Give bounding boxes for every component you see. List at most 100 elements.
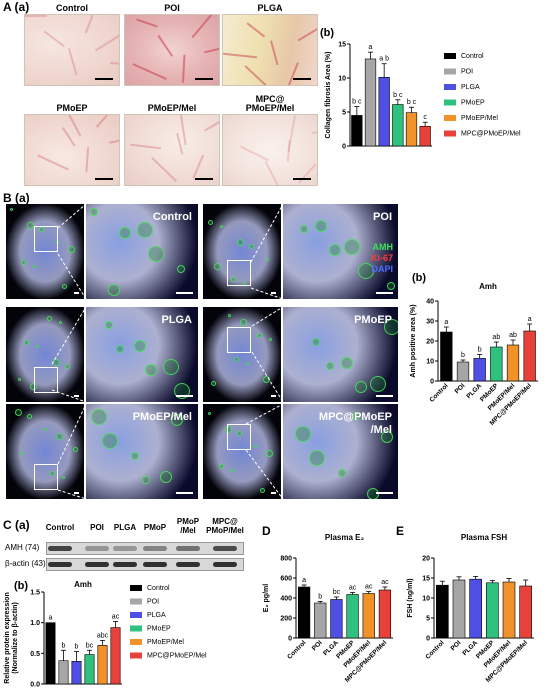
collagen-strand — [204, 44, 219, 54]
blot-row-label: β-actin (43) — [5, 559, 46, 568]
stain-label-ki67: Ki-67 — [370, 253, 393, 263]
y-tick-label: 200 — [280, 616, 292, 623]
y-axis-label: Relative protein expression — [4, 592, 11, 683]
follicle-signal — [33, 265, 36, 268]
follicle-signal — [53, 359, 60, 366]
legend-label: POI — [147, 599, 159, 606]
collagen-strand — [246, 22, 266, 38]
actin-band — [213, 562, 237, 567]
y-tick-label: 0.0 — [30, 682, 40, 689]
stain-label-amh: AMH — [372, 242, 394, 252]
bar-pmoep — [346, 594, 359, 639]
follicle-signal — [102, 433, 118, 449]
bar-pmoep-mel — [405, 112, 418, 147]
scale-bar — [74, 492, 79, 494]
follicle-signal — [381, 431, 393, 443]
histology-title: POI — [164, 3, 180, 13]
scale-bar — [176, 395, 193, 397]
actin-band — [143, 562, 167, 567]
scale-bar — [176, 492, 193, 494]
actin-band — [113, 562, 137, 567]
follicle-signal — [355, 381, 367, 393]
legend-swatch — [444, 53, 456, 59]
follicle-signal — [91, 409, 107, 425]
panel-e-label: E — [396, 524, 405, 538]
follicle-signal — [358, 263, 374, 279]
scale-bar — [176, 292, 193, 294]
legend-label: PMoEP — [461, 100, 485, 107]
bar-pmoep — [392, 104, 404, 147]
x-tick-label: Control — [424, 639, 445, 660]
follicle-signal — [208, 412, 211, 415]
scale-bar — [376, 292, 393, 294]
bar-plga — [330, 599, 343, 639]
collagen-strand — [130, 144, 161, 150]
histology-title: Control — [56, 3, 88, 13]
collagen-strand — [204, 116, 219, 132]
follicle-signal — [246, 362, 249, 365]
significance-letter: ab — [509, 332, 517, 339]
follicle-signal — [341, 357, 353, 369]
follicle-signal — [237, 239, 244, 246]
follicle-signal — [142, 476, 150, 484]
collagen-strand — [68, 48, 78, 76]
actin-band — [176, 562, 200, 567]
scale-bar — [271, 492, 276, 494]
y-axis-label: (Normalize to β-actin) — [12, 602, 19, 674]
stain-label-dapi: DAPI — [371, 264, 393, 274]
zoom-region-box — [227, 260, 251, 286]
follicle-signal — [243, 282, 246, 285]
significance-letter: c — [423, 114, 427, 121]
zoom-region-box — [34, 226, 58, 252]
x-tick-label: POI — [450, 639, 463, 652]
legend-swatch — [130, 598, 142, 605]
blot-row-label: AMH (74) — [5, 543, 40, 552]
x-tick-label: Control — [428, 382, 449, 403]
y-axis-label: E₂ pg/ml — [263, 584, 270, 612]
follicle-signal — [134, 340, 146, 352]
y-tick-label: 5 — [426, 616, 430, 623]
collagen-strand — [191, 15, 214, 39]
follicle-signal — [266, 450, 273, 457]
significance-letter: abc — [97, 632, 109, 639]
bar-mpc-pmoep-mel — [519, 585, 532, 639]
zoom-region-box — [34, 367, 58, 393]
collagen-strand — [270, 40, 279, 66]
bar-plga — [473, 358, 486, 382]
bar-control — [351, 115, 363, 147]
significance-letter: a — [302, 577, 306, 584]
follicle-signal — [44, 428, 47, 431]
follicle-signal — [249, 244, 254, 249]
follicle-signal — [131, 452, 139, 460]
significance-letter: b — [75, 643, 79, 650]
bar-pmoep-mel — [97, 645, 108, 685]
fluorescence-overview-image — [6, 307, 84, 402]
y-tick-label: 15 — [338, 42, 346, 49]
bar-control — [297, 586, 311, 639]
follicle-signal — [231, 277, 236, 282]
follicle-signal — [21, 452, 24, 455]
significance-letter: bc — [86, 642, 94, 649]
legend-label: Control — [147, 585, 170, 592]
amh-blot-strip — [46, 542, 244, 555]
group-label: PLGA — [161, 314, 192, 326]
y-axis-label: Amh positive area (%) — [410, 304, 417, 377]
scale-bar — [376, 395, 393, 397]
bar-mpc-pmoep-mel — [378, 589, 392, 639]
collagen-strand — [132, 63, 167, 80]
follicle-signal — [137, 222, 153, 238]
histology-image: PMoEP/Mel — [124, 104, 220, 186]
follicle-signal — [370, 376, 386, 392]
follicle-signal — [352, 412, 360, 420]
follicle-signal — [73, 447, 78, 452]
zoom-region-box — [227, 327, 251, 353]
collagen-strand — [110, 62, 119, 68]
fluorescence-zoom-image: PLGA — [86, 307, 198, 402]
collagen-strand — [95, 32, 119, 52]
follicle-signal — [68, 246, 75, 253]
significance-letter: b — [318, 594, 322, 601]
follicle-signal — [15, 409, 22, 416]
follicle-signal — [163, 359, 179, 375]
histology-image: MPC@ PMoEP/Mel — [222, 95, 318, 186]
